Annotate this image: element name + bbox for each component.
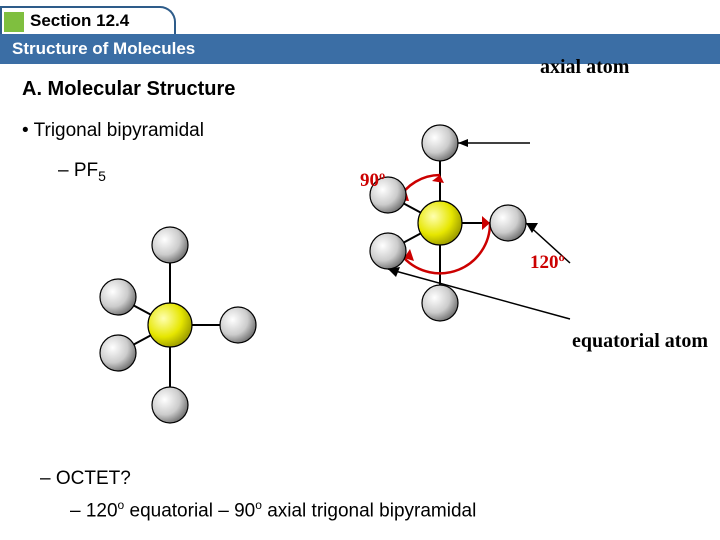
pf5-prefix: – PF	[58, 160, 98, 181]
bullet-trigonal: • Trigonal bipyramidal	[22, 120, 204, 142]
molecule-left	[60, 200, 280, 450]
angle-120-label: 120º	[530, 252, 565, 273]
subtitle-text: Structure of Molecules	[12, 39, 195, 59]
angle-90-label: 90º	[360, 170, 385, 191]
bullet-angles: – 120o equatorial – 90o axial trigonal b…	[70, 498, 476, 522]
pf5-sub: 5	[98, 168, 106, 184]
heading-a: A. Molecular Structure	[22, 78, 235, 101]
equatorial-atom-label: equatorial atom	[572, 330, 708, 353]
tab-bg: Section 12.4	[0, 6, 176, 34]
bullet-pf5: – PF5	[58, 160, 106, 184]
b4-p4: axial trigonal bipyramidal	[262, 500, 476, 521]
b4-p0: – 120	[70, 500, 118, 521]
axial-atom-label: axial atom	[540, 56, 629, 79]
section-label: Section 12.4	[30, 11, 129, 31]
b4-p3: o	[255, 498, 262, 512]
section-tab: Section 12.4	[0, 6, 176, 34]
b4-p2: equatorial – 90	[124, 500, 255, 521]
green-square-icon	[4, 12, 24, 32]
molecule-right: 90º 120º	[320, 78, 720, 368]
slide: Section 12.4 Structure of Molecules A. M…	[0, 0, 720, 540]
bullet-octet: – OCTET?	[40, 468, 131, 490]
